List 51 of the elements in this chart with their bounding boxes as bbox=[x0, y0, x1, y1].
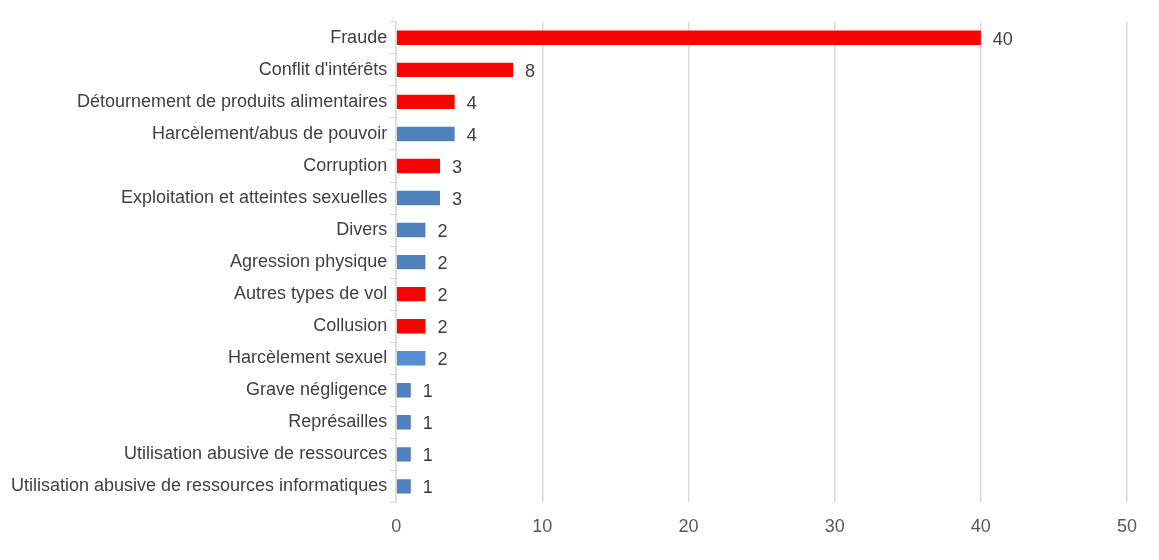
bar bbox=[396, 94, 455, 110]
data-label: 1 bbox=[422, 477, 433, 498]
y-tick-label: Autres types de vol bbox=[234, 283, 388, 304]
data-label: 3 bbox=[452, 156, 463, 177]
x-tick-label: 50 bbox=[1116, 516, 1137, 537]
data-label: 1 bbox=[422, 413, 433, 434]
data-label: 4 bbox=[466, 124, 477, 145]
data-label: 2 bbox=[437, 349, 448, 370]
bar bbox=[396, 383, 411, 398]
y-tick-label: Grave négligence bbox=[246, 379, 388, 400]
y-tick-label: Collusion bbox=[313, 315, 388, 336]
y-tick-label: Représailles bbox=[288, 411, 388, 432]
data-label: 4 bbox=[466, 92, 477, 113]
x-tick-label: 10 bbox=[532, 516, 553, 537]
data-label: 8 bbox=[525, 60, 536, 81]
y-tick-label: Exploitation et atteintes sexuelles bbox=[121, 186, 388, 207]
bar bbox=[396, 415, 411, 430]
data-label: 2 bbox=[437, 221, 448, 242]
x-tick-label: 30 bbox=[824, 516, 845, 537]
y-tick-label: Utilisation abusive de ressources bbox=[124, 443, 388, 464]
y-tick-label: Fraude bbox=[330, 26, 388, 47]
bar bbox=[396, 447, 411, 462]
bar bbox=[396, 158, 441, 174]
data-label: 3 bbox=[452, 188, 463, 209]
data-label: 2 bbox=[437, 285, 448, 306]
data-label: 2 bbox=[437, 253, 448, 274]
y-tick-label: Utilisation abusive de ressources informatiques bbox=[10, 475, 388, 496]
y-tick-label: Conflit d'intérêts bbox=[258, 58, 388, 79]
y-tick-label: Harcèlement/abus de pouvoir bbox=[152, 122, 388, 143]
bar bbox=[396, 126, 455, 142]
y-tick-label: Corruption bbox=[303, 154, 388, 175]
x-tick-label: 20 bbox=[678, 516, 699, 537]
y-tick-label: Divers bbox=[336, 219, 388, 240]
data-label: 1 bbox=[422, 445, 433, 466]
bar bbox=[396, 318, 426, 334]
bar bbox=[396, 62, 514, 78]
bar bbox=[396, 222, 426, 238]
x-tick-label: 40 bbox=[970, 516, 991, 537]
bar bbox=[396, 479, 411, 494]
bar bbox=[396, 30, 981, 46]
x-tick-label: 0 bbox=[391, 516, 402, 537]
y-tick-label: Agression physique bbox=[230, 251, 388, 272]
bar bbox=[396, 351, 426, 366]
bar bbox=[396, 190, 441, 206]
y-tick-label: Détournement de produits alimentaires bbox=[77, 90, 388, 111]
data-label: 1 bbox=[422, 381, 433, 402]
y-tick-label: Harcèlement sexuel bbox=[228, 347, 388, 368]
bar bbox=[396, 286, 426, 302]
data-label: 2 bbox=[437, 317, 448, 338]
data-label: 40 bbox=[992, 28, 1013, 49]
bar bbox=[396, 254, 426, 270]
